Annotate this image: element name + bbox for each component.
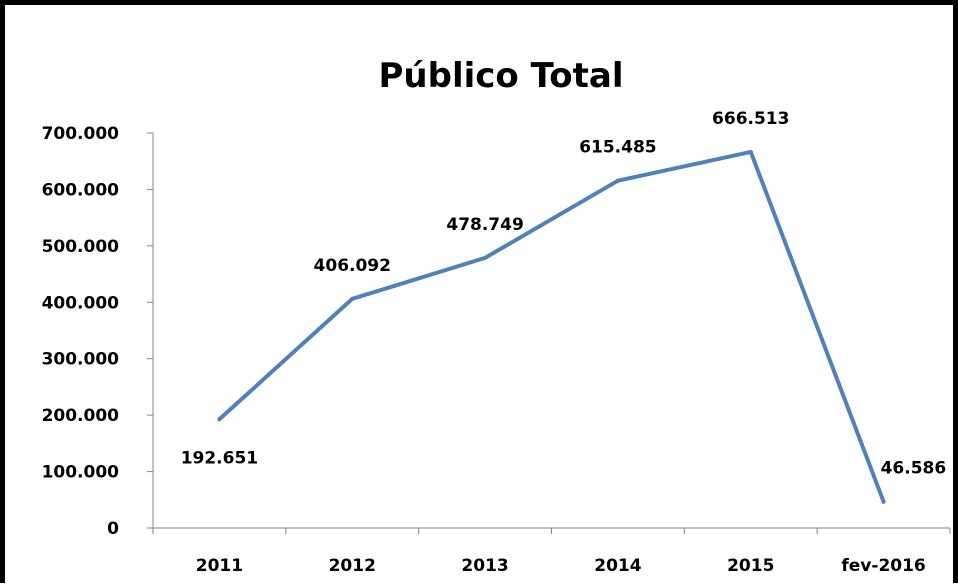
- data-point: [748, 149, 753, 154]
- x-tick-label: fev-2016: [841, 556, 925, 576]
- chart-svg: Público Total 0 100.000 200.000 300.000 400.…: [42, 56, 951, 576]
- data-label: 406.092: [314, 256, 391, 276]
- series-line: [217, 149, 886, 504]
- data-label: 478.749: [446, 215, 523, 235]
- data-point: [483, 255, 488, 260]
- data-label: 666.513: [712, 109, 789, 129]
- data-point: [217, 417, 222, 422]
- data-point: [881, 499, 886, 504]
- y-axis: 0 100.000 200.000 300.000 400.000 500.000 600.…: [42, 124, 154, 539]
- y-tick-label: 200.000: [42, 406, 120, 426]
- data-point: [615, 178, 620, 183]
- chart-title: Público Total: [378, 56, 623, 96]
- x-tick-label: 2014: [594, 556, 641, 576]
- y-tick-label: 300.000: [42, 350, 120, 370]
- data-label: 46.586: [881, 459, 947, 479]
- x-tick-label: 2013: [461, 556, 508, 576]
- data-point: [350, 296, 355, 301]
- data-label: 192.651: [181, 448, 258, 468]
- y-tick-label: 100.000: [42, 463, 120, 483]
- y-tick-label: 700.000: [42, 124, 120, 144]
- y-tick-label: 500.000: [42, 237, 120, 257]
- y-tick-label: 600.000: [42, 180, 120, 200]
- y-tick-label: 0: [107, 519, 119, 539]
- data-label: 615.485: [579, 138, 656, 158]
- y-tick-label: 400.000: [42, 293, 120, 313]
- data-labels: 192.651 406.092 478.749 615.485 666.513 46.58…: [181, 109, 946, 479]
- x-tick-label: 2015: [727, 556, 774, 576]
- series-line-group: [217, 149, 886, 504]
- x-tick-label: 2011: [196, 556, 243, 576]
- x-tick-label: 2012: [329, 556, 376, 576]
- x-axis: 2011 2012 2013 2014 2015 fev-2016: [152, 527, 951, 576]
